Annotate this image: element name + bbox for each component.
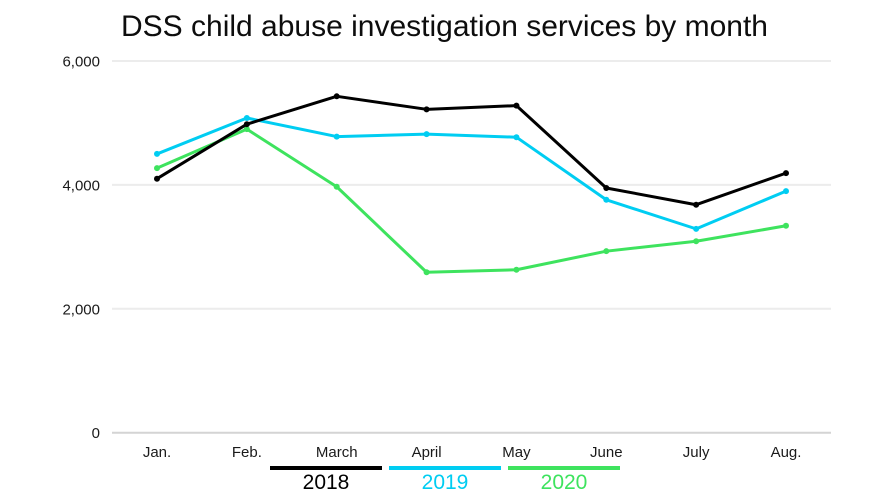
data-point-2020-july (693, 238, 700, 245)
legend-swatch-2018 (270, 466, 382, 470)
data-point-2019-june (603, 196, 610, 203)
data-point-2019-march (333, 133, 340, 140)
data-point-2018-march (333, 93, 340, 100)
data-point-2020-feb (243, 126, 250, 133)
legend-item-2019: 2019 (389, 466, 501, 495)
x-axis-label-jan: Jan. (143, 444, 171, 461)
data-point-2020-may (513, 266, 520, 273)
data-point-2018-april (423, 106, 430, 113)
data-point-2019-feb (243, 114, 250, 121)
legend-label-2020: 2020 (540, 471, 588, 494)
series-line-2018 (155, 94, 788, 207)
legend-label-2018: 2018 (302, 471, 350, 494)
data-point-2018-aug (783, 170, 789, 177)
legend-swatch-2020 (508, 466, 620, 470)
data-point-2018-feb (243, 121, 250, 128)
data-point-2020-june (603, 248, 610, 255)
data-point-2018-june (603, 184, 610, 191)
y-tick-label-4000: 4,000 (62, 177, 100, 194)
data-point-2019-april (423, 131, 430, 138)
series-line-2020 (155, 127, 788, 274)
x-axis-label-july: July (683, 444, 710, 461)
y-tick-label-6000: 6,000 (62, 54, 100, 71)
data-point-2020-aug (783, 222, 789, 229)
legend-label-2019: 2019 (421, 471, 469, 494)
data-point-2020-april (423, 269, 430, 276)
x-axis-label-march: March (316, 444, 358, 461)
data-point-2020-jan (154, 165, 160, 172)
chart-legend: 2018 2019 2020 (0, 466, 889, 500)
data-point-2019-aug (783, 188, 789, 195)
x-axis-label-april: April (412, 444, 442, 461)
legend-item-2020: 2020 (508, 466, 620, 495)
legend-item-2018: 2018 (270, 466, 382, 495)
x-axis-label-june: June (590, 444, 623, 461)
x-axis-label-aug: Aug. (771, 444, 802, 461)
series-line-2019 (155, 116, 788, 231)
legend-swatch-2019 (389, 466, 501, 470)
data-point-2020-march (333, 183, 340, 190)
chart-title: DSS child abuse investigation services b… (121, 10, 768, 43)
data-point-2018-jan (154, 175, 160, 182)
data-point-2019-jan (154, 150, 160, 157)
x-axis-label-feb: Feb. (232, 444, 262, 461)
data-point-2018-may (513, 102, 520, 109)
data-point-2018-july (693, 201, 700, 208)
x-axis-label-may: May (502, 444, 531, 461)
data-point-2019-may (513, 134, 520, 141)
y-tick-label-2000: 2,000 (62, 301, 100, 318)
data-point-2019-july (693, 225, 700, 232)
y-tick-label-0: 0 (92, 425, 100, 442)
